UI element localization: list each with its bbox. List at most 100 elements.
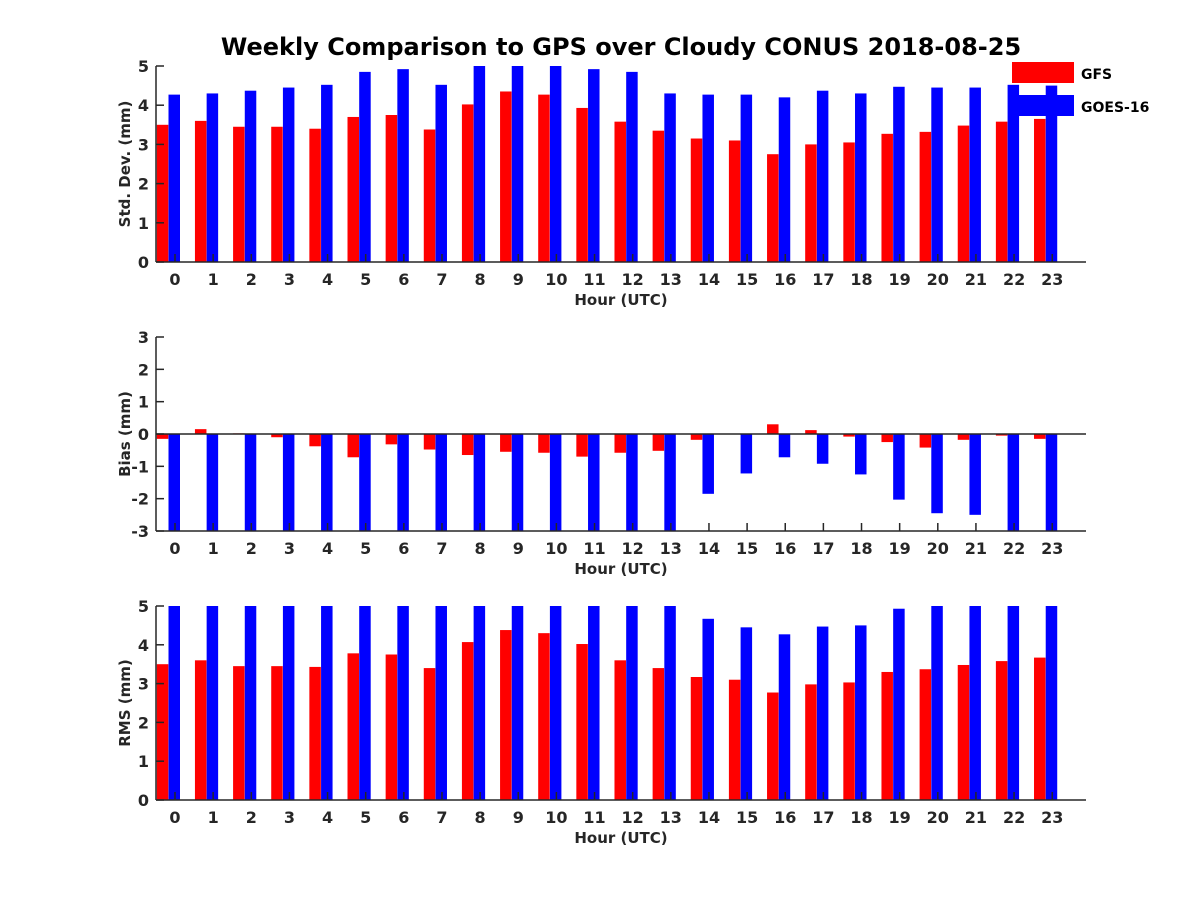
x-tick-label: 7: [436, 539, 447, 558]
bar-gfs-18: [843, 142, 855, 262]
y-axis-label: Std. Dev. (mm): [116, 101, 134, 228]
bar-goes-16-7: [435, 84, 447, 262]
bar-goes-16-7: [435, 606, 447, 800]
x-tick-label: 13: [660, 539, 682, 558]
bar-gfs-18: [843, 434, 855, 437]
bar-goes-16-4: [321, 434, 333, 531]
x-tick-label: 18: [850, 808, 872, 827]
bar-gfs-1: [194, 120, 207, 262]
x-tick-label: 17: [812, 539, 834, 558]
x-tick-label: 19: [889, 270, 911, 289]
bar-gfs-20: [919, 131, 932, 262]
y-tick-label: 3: [138, 135, 149, 154]
bar-goes-16-9: [511, 434, 524, 531]
bar-goes-16-16: [778, 97, 791, 262]
y-tick-label: 0: [138, 791, 149, 810]
bar-gfs-11: [576, 107, 588, 262]
legend-swatch-gfs: [1012, 62, 1074, 83]
x-tick-label: 6: [398, 270, 409, 289]
x-tick-label: 20: [927, 270, 949, 289]
y-tick-label: -3: [131, 522, 149, 541]
bar-goes-16-1: [206, 434, 219, 531]
bar-gfs-15: [728, 140, 741, 262]
x-tick-label: 15: [736, 270, 758, 289]
bar-goes-16-17: [816, 90, 829, 262]
bar-goes-16-11: [588, 434, 600, 531]
bar-goes-16-5: [359, 434, 371, 531]
bar-goes-16-0: [168, 94, 180, 263]
x-tick-label: 11: [583, 539, 605, 558]
bar-gfs-0: [156, 434, 169, 439]
bar-gfs-11: [576, 644, 588, 800]
bar-goes-16-16: [778, 434, 791, 458]
y-tick-label: 2: [138, 713, 149, 732]
x-tick-label: 8: [475, 808, 486, 827]
bar-goes-16-15: [740, 627, 753, 800]
x-tick-label: 9: [513, 808, 524, 827]
x-tick-label: 19: [889, 808, 911, 827]
x-tick-label: 23: [1041, 808, 1063, 827]
x-tick-label: 0: [169, 808, 180, 827]
y-tick-label: 1: [138, 752, 149, 771]
bar-goes-16-10: [549, 66, 562, 262]
x-tick-label: 10: [545, 270, 567, 289]
bar-gfs-22: [995, 434, 1008, 436]
bar-goes-16-18: [855, 434, 867, 475]
x-tick-label: 7: [436, 270, 447, 289]
bar-gfs-22: [995, 661, 1008, 800]
x-tick-label: 23: [1041, 539, 1063, 558]
x-tick-label: 5: [360, 539, 371, 558]
bar-gfs-4: [309, 666, 321, 800]
bar-goes-16-12: [626, 606, 638, 800]
x-tick-label: 10: [545, 539, 567, 558]
bar-goes-16-20: [931, 434, 943, 514]
x-tick-label: 21: [965, 539, 987, 558]
y-tick-label: 4: [138, 96, 149, 115]
bar-gfs-17: [805, 684, 817, 800]
bar-gfs-6: [385, 115, 398, 262]
bar-goes-16-6: [397, 69, 409, 262]
bar-gfs-19: [881, 671, 893, 800]
bar-goes-16-22: [1007, 606, 1020, 800]
x-tick-label: 3: [284, 539, 295, 558]
bar-gfs-10: [538, 434, 550, 453]
x-tick-label: 5: [360, 270, 371, 289]
x-tick-label: 22: [1003, 808, 1025, 827]
x-axis-label: Hour (UTC): [574, 560, 667, 578]
x-tick-label: 14: [698, 539, 720, 558]
x-axis-label: Hour (UTC): [574, 291, 667, 309]
bar-gfs-0: [156, 664, 169, 800]
bar-goes-16-11: [588, 606, 600, 800]
bar-gfs-17: [805, 430, 817, 434]
x-tick-label: 9: [513, 539, 524, 558]
bar-goes-16-0: [168, 606, 180, 800]
x-tick-label: 14: [698, 270, 720, 289]
bar-goes-16-10: [549, 434, 562, 531]
bar-goes-16-4: [321, 606, 333, 800]
y-tick-label: 0: [138, 253, 149, 272]
bar-goes-16-0: [168, 434, 180, 531]
x-tick-label: 9: [513, 270, 524, 289]
y-tick-label: 3: [138, 328, 149, 347]
bar-goes-16-15: [740, 94, 753, 263]
bar-goes-16-8: [473, 434, 486, 531]
x-tick-label: 11: [583, 270, 605, 289]
bar-goes-16-2: [244, 606, 257, 800]
bar-goes-16-2: [244, 434, 257, 531]
y-tick-label: 4: [138, 636, 149, 655]
bar-gfs-10: [538, 633, 550, 800]
bar-goes-16-6: [397, 434, 409, 531]
legend-label-goes-16: GOES-16: [1081, 100, 1149, 116]
bar-goes-16-8: [473, 66, 486, 262]
bar-goes-16-18: [855, 625, 867, 800]
bar-gfs-15: [728, 679, 741, 800]
bar-gfs-23: [1034, 657, 1046, 800]
bar-goes-16-23: [1045, 606, 1058, 800]
bar-goes-16-3: [282, 434, 295, 531]
x-tick-label: 15: [736, 808, 758, 827]
x-tick-label: 4: [322, 808, 333, 827]
x-tick-label: 12: [622, 539, 644, 558]
x-tick-label: 15: [736, 539, 758, 558]
